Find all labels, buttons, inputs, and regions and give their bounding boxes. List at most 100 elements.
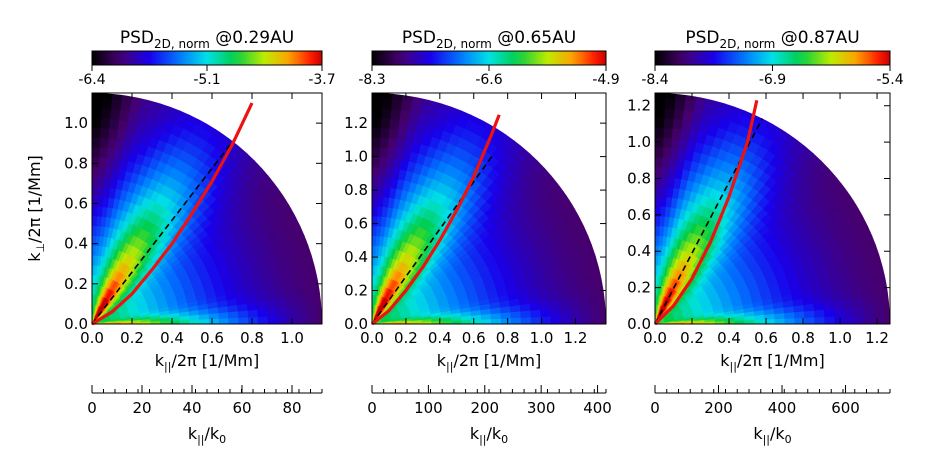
heatmap-cell [92, 146, 101, 158]
heatmap-cell [98, 156, 107, 168]
heatmap-cell [672, 118, 683, 130]
heatmap-cell [372, 97, 383, 109]
red-curve [653, 99, 759, 326]
heatmap-cell [375, 235, 381, 247]
x-tick-label: 0.6 [200, 329, 224, 347]
x-tick-label: 0.4 [717, 329, 741, 347]
colorbar-title: PSD2D, norm @0.87AU [685, 28, 859, 51]
y-tick-label: 1.0 [344, 148, 368, 166]
heatmap-cell [92, 264, 95, 276]
heatmap-cell [660, 186, 668, 198]
heatmap-cell [814, 316, 826, 324]
heatmap-cell [376, 205, 383, 217]
heatmap-cell [103, 176, 112, 189]
heatmap-cell [680, 119, 692, 131]
colorbar-tick-label: -6.4 [78, 72, 105, 88]
heatmap-cell [803, 309, 815, 318]
heatmap-cell [530, 309, 542, 318]
heatmap-cell [824, 315, 836, 324]
colorbar-tick-label: -8.3 [358, 72, 385, 88]
heatmap-cell [669, 147, 679, 159]
heatmap-cell [267, 315, 279, 324]
heatmap-cell [862, 295, 875, 307]
heatmap-cell [854, 314, 866, 324]
heatmap-cell [655, 186, 662, 197]
heatmap-cell [395, 138, 406, 151]
heatmap-cell [306, 313, 318, 324]
heatmap-cell [874, 313, 886, 324]
heatmap-cell [305, 303, 317, 315]
x-axis-label: k||/2π [1/Mm] [155, 351, 259, 373]
heatmap-cell [92, 255, 96, 266]
y-tick-label: 0.0 [64, 315, 88, 333]
heatmap-cell [863, 304, 875, 316]
heatmap-cell [372, 137, 381, 148]
heatmap-cell [663, 107, 675, 119]
heatmap-cell [372, 196, 378, 207]
heatmap-cell [671, 128, 682, 140]
heatmap-cell [118, 109, 130, 122]
heatmap-cell [117, 119, 128, 131]
heatmap-cell [864, 314, 876, 324]
heatmap-cell [378, 156, 388, 168]
heatmap-cell [655, 176, 662, 188]
heatmap-cell [853, 305, 865, 316]
x2-tick-label: 200 [470, 399, 499, 417]
y-tick-label: 1.2 [627, 97, 651, 115]
y-tick-label: 1.0 [627, 133, 651, 151]
heatmap-cell [285, 296, 297, 308]
heatmap-field [655, 93, 890, 324]
heatmap-cell [379, 147, 388, 159]
heatmap-cell [833, 307, 845, 317]
heatmap-cell [655, 205, 661, 217]
heatmap-cell [372, 166, 380, 178]
heatmap-cell [480, 318, 492, 324]
heatmap-cell [655, 264, 658, 276]
heatmap-cell [389, 108, 401, 120]
x2-tick-label: 80 [282, 399, 301, 417]
x2-tick-label: 20 [132, 399, 151, 417]
y-tick-label: 0.0 [344, 315, 368, 333]
y-tick-label: 0.2 [344, 282, 368, 300]
heatmap-cell [664, 93, 677, 100]
heatmap-cell [92, 274, 95, 286]
heatmap-cell [411, 93, 425, 104]
x2-tick-label: 0 [650, 399, 660, 417]
x-tick-label: 0.2 [394, 329, 418, 347]
heatmap-cell [421, 93, 435, 107]
heatmap-cell [500, 317, 512, 324]
heatmap-cell [92, 196, 98, 207]
heatmap-cell [179, 319, 191, 324]
colorbar-tick-label: -6.9 [759, 72, 786, 88]
heatmap-cell [589, 303, 601, 315]
x2-tick-label: 100 [414, 399, 443, 417]
heatmap-cell [102, 186, 111, 198]
heatmap-cell [92, 176, 99, 188]
y-tick-label: 0.4 [627, 242, 651, 260]
heatmap-cell [471, 318, 482, 324]
heatmap-cell [372, 127, 382, 138]
heatmap-cell [397, 119, 409, 131]
heatmap-cell [659, 196, 667, 207]
heatmap-cell [101, 93, 113, 100]
heatmap-cell [684, 93, 697, 102]
heatmap-cell [379, 127, 390, 139]
heatmap-cell [92, 107, 102, 119]
heatmap-cell [569, 305, 581, 316]
heatmap-cell [100, 107, 112, 119]
heatmap-cell [120, 93, 134, 102]
heatmap-cell [793, 310, 806, 319]
heatmap-cell [295, 295, 307, 307]
y-tick-label: 0.6 [627, 206, 651, 224]
heatmap-cell [588, 294, 601, 306]
heatmap-cell [92, 245, 96, 256]
heatmap-cell [130, 93, 144, 104]
heatmap-cell [580, 314, 592, 324]
heatmap-cell [400, 99, 413, 112]
heatmap-cell [107, 128, 118, 140]
heatmap-cell [510, 317, 522, 324]
heatmap-field [372, 93, 606, 324]
plot-frame [654, 92, 891, 325]
heatmap-cell [377, 186, 385, 198]
